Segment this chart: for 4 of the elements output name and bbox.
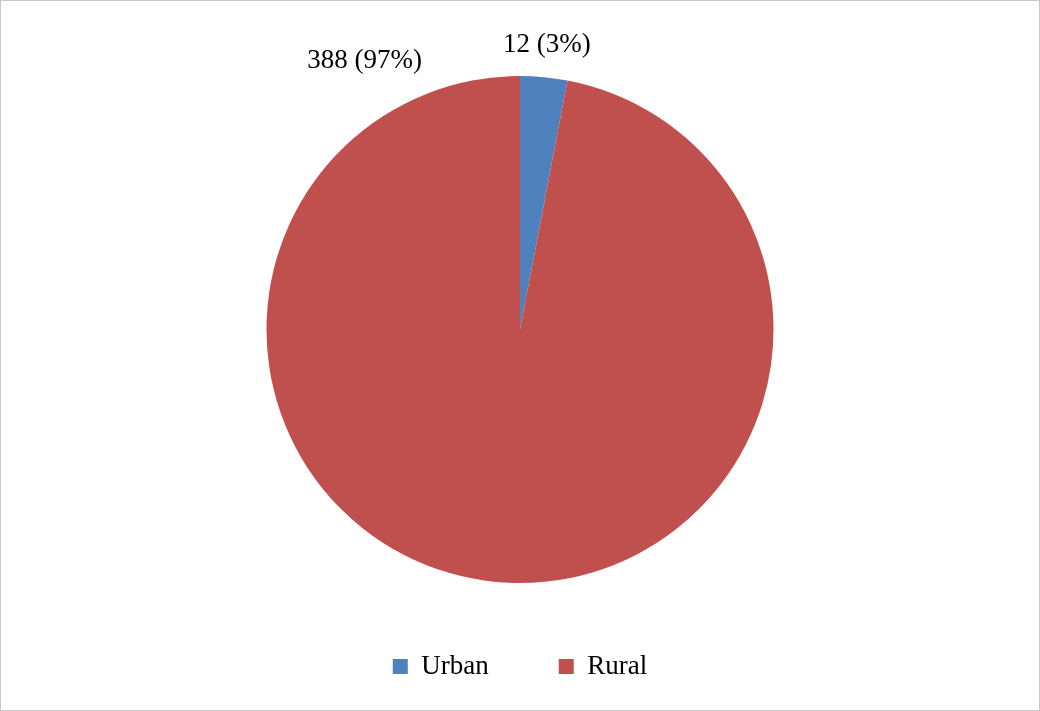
data-label: 388 (97%) xyxy=(307,44,423,75)
data-label: 12 (3%) xyxy=(503,28,591,59)
legend-label: Urban xyxy=(421,649,490,680)
legend-label: Rural xyxy=(587,649,648,680)
